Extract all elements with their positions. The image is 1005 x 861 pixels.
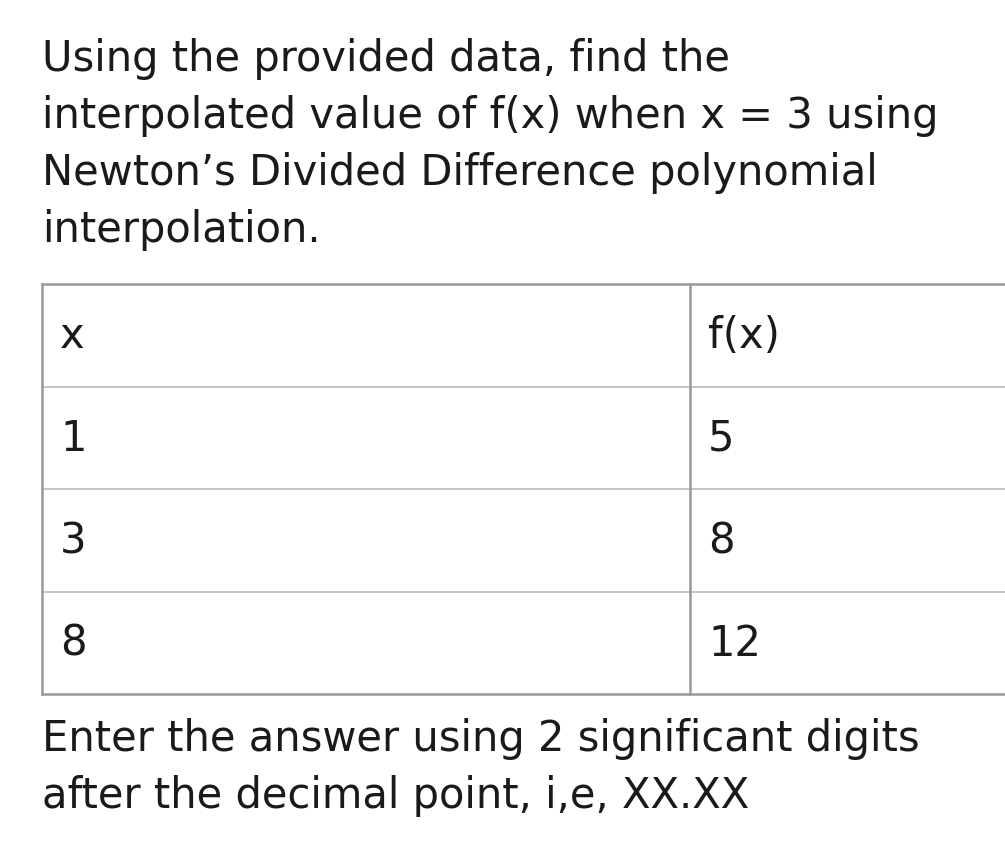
Text: 1: 1 (60, 418, 86, 459)
Text: 5: 5 (708, 418, 735, 459)
Text: x: x (60, 315, 84, 356)
Text: 8: 8 (60, 622, 86, 664)
Text: 3: 3 (60, 520, 86, 561)
Text: Using the provided data, find the
interpolated value of f(x) when x = 3 using
Ne: Using the provided data, find the interp… (42, 38, 939, 251)
Text: 8: 8 (708, 520, 735, 561)
Text: 12: 12 (708, 622, 761, 664)
Text: Enter the answer using 2 significant digits
after the decimal point, i,e, XX.XX: Enter the answer using 2 significant dig… (42, 717, 920, 816)
Text: f(x): f(x) (708, 315, 780, 356)
